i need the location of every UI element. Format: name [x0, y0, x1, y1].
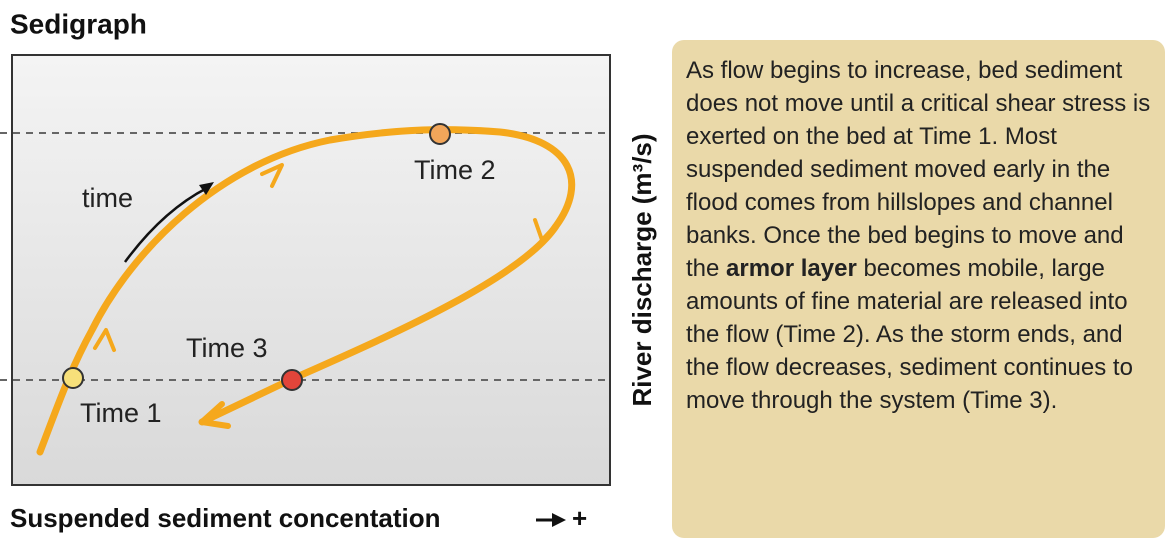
note-text: becomes mobile, large amounts of fine ma… [686, 255, 1133, 414]
x-axis-plus: + [572, 503, 587, 533]
time-arrow-head [199, 182, 214, 195]
note-text: As flow begins to increase, bed sediment… [686, 57, 1151, 282]
note-bold: armor layer [726, 255, 857, 282]
x-axis-label: Suspended sediment concentation [10, 503, 441, 533]
direction-chevron [93, 328, 116, 352]
time3-label: Time 3 [186, 333, 268, 363]
direction-chevron [260, 163, 284, 188]
time-arrow [123, 186, 208, 263]
title: Sedigraph [10, 8, 147, 39]
time1-point [62, 367, 84, 389]
explanation-box: As flow begins to increase, bed sediment… [672, 40, 1165, 538]
x-axis-arrow-head [552, 513, 566, 527]
direction-chevron [533, 218, 559, 242]
y-axis-label: River discharge (m³/s) [627, 133, 657, 406]
arrow-head [199, 401, 231, 429]
time-label: time [82, 183, 133, 213]
time2-label: Time 2 [414, 155, 496, 185]
time1-label: Time 1 [80, 398, 162, 428]
sedigraph-diagram: Sedigraph time Time 1 Time 2 Time 3 Rive… [0, 8, 657, 533]
time3-point [281, 369, 303, 391]
time2-point [429, 123, 451, 145]
